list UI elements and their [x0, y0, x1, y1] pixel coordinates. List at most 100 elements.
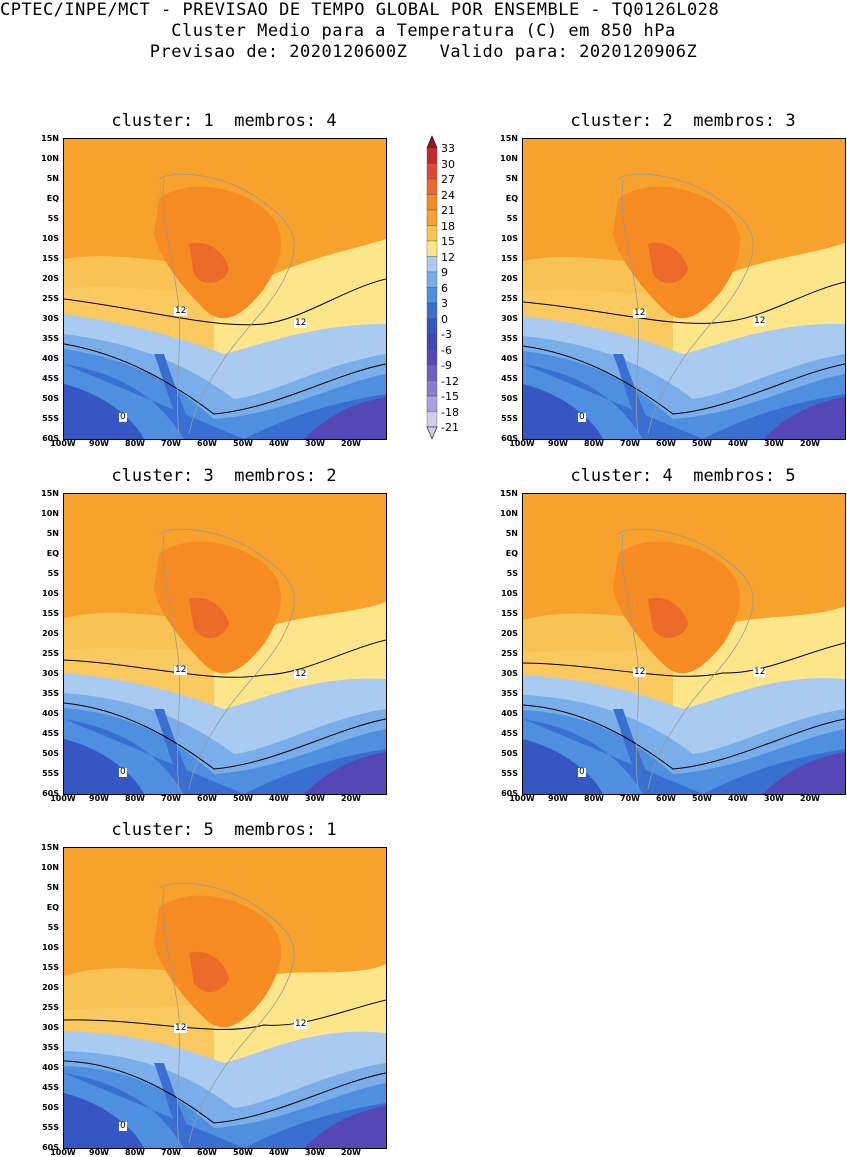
colorbar-swatch [426, 364, 438, 381]
contour-label: 0 [578, 767, 586, 777]
contour-label: 12 [753, 667, 767, 677]
contour-label: 0 [119, 1121, 127, 1131]
lat-tick-label: 5S [47, 214, 59, 223]
lon-tick-label: 60W [197, 439, 217, 448]
lon-tick-label: 90W [89, 794, 109, 803]
lat-tick-label: 35S [42, 689, 59, 698]
map-svg [523, 494, 845, 794]
lon-tick-label: 40W [269, 794, 289, 803]
lon-tick-label: 30W [305, 1148, 325, 1157]
temperature-map: 12 12 0 [63, 138, 387, 440]
lat-tick-label: 15N [500, 489, 518, 498]
lat-tick-label: 25S [42, 1003, 59, 1012]
lat-tick-label: 10S [501, 234, 518, 243]
colorbar-level-label: 27 [441, 173, 455, 186]
lat-tick-label: 50S [501, 394, 518, 403]
lon-tick-label: 30W [305, 794, 325, 803]
lat-tick-label: 55S [42, 1123, 59, 1132]
lat-tick-label: 50S [42, 394, 59, 403]
lat-tick-label: 40S [42, 709, 59, 718]
lon-tick-label: 60W [656, 794, 676, 803]
colorbar-swatch [426, 333, 438, 350]
lat-tick-label: 45S [42, 1083, 59, 1092]
lon-tick-label: 20W [341, 1148, 361, 1157]
lon-tick-label: 90W [548, 439, 568, 448]
lat-tick-label: 60S [42, 789, 59, 798]
contour-label: 12 [633, 308, 647, 318]
contour-label: 0 [578, 412, 586, 422]
contour-label: 12 [753, 316, 767, 326]
lon-tick-label: 80W [584, 439, 604, 448]
contour-label: 12 [174, 1023, 188, 1033]
colorbar-top-arrow [426, 135, 438, 149]
lat-tick-label: 50S [501, 749, 518, 758]
lat-tick-label: 50S [42, 749, 59, 758]
lat-tick-label: 30S [42, 314, 59, 323]
lon-tick-label: 100W [509, 794, 535, 803]
temperature-map: 12 12 0 [63, 493, 387, 795]
lat-tick-label: 60S [42, 434, 59, 443]
lon-tick-label: 70W [161, 1148, 181, 1157]
lon-tick-label: 90W [89, 439, 109, 448]
colorbar-level-label: 0 [441, 312, 448, 326]
lon-tick-label: 20W [341, 439, 361, 448]
header-line-1: CPTEC/INPE/MCT - PREVISAO DE TEMPO GLOBA… [0, 0, 720, 20]
lat-tick-label: 10N [500, 154, 518, 163]
lat-tick-label: 15S [42, 254, 59, 263]
lat-tick-label: 45S [501, 374, 518, 383]
lat-tick-label: 5S [47, 569, 59, 578]
lat-tick-label: 60S [501, 434, 518, 443]
lon-tick-label: 60W [656, 439, 676, 448]
lat-tick-label: 45S [42, 374, 59, 383]
lat-tick-label: 20S [42, 274, 59, 283]
lon-tick-label: 90W [548, 794, 568, 803]
lon-tick-label: 70W [161, 439, 181, 448]
header-line-2: Cluster Medio para a Temperatura (C) em … [171, 21, 676, 41]
lat-tick-label: 10N [41, 154, 59, 163]
lat-tick-label: 5N [505, 529, 518, 538]
lat-tick-label: 10N [41, 863, 59, 872]
map-svg [64, 494, 386, 794]
lon-tick-label: 40W [728, 439, 748, 448]
colorbar-swatch [426, 147, 438, 164]
lon-tick-label: 50W [233, 439, 253, 448]
lat-tick-label: 40S [42, 354, 59, 363]
lat-tick-label: 5S [506, 569, 518, 578]
contour-label: 12 [294, 1019, 308, 1029]
lon-tick-label: 40W [269, 439, 289, 448]
lat-tick-label: 55S [42, 769, 59, 778]
colorbar-level-label: 15 [441, 235, 455, 248]
lat-tick-label: 50S [42, 1103, 59, 1112]
lon-tick-label: 80W [125, 1148, 145, 1157]
lat-tick-label: 10S [42, 943, 59, 952]
lat-tick-label: 40S [42, 1063, 59, 1072]
colorbar-swatch [426, 178, 438, 195]
lat-tick-label: 45S [42, 729, 59, 738]
colorbar-swatch [426, 271, 438, 288]
colorbar-swatch [426, 349, 438, 366]
lon-tick-label: 60W [197, 1148, 217, 1157]
lat-tick-label: 5S [506, 214, 518, 223]
lon-tick-label: 80W [125, 439, 145, 448]
lon-tick-label: 90W [89, 1148, 109, 1157]
colorbar-bottom-arrow [426, 426, 438, 440]
lat-tick-label: 35S [42, 334, 59, 343]
lat-tick-label: 15N [41, 134, 59, 143]
lon-tick-label: 30W [305, 439, 325, 448]
lat-tick-label: 30S [501, 669, 518, 678]
lat-tick-label: 15S [501, 609, 518, 618]
lat-tick-label: 45S [501, 729, 518, 738]
lat-tick-label: 20S [501, 629, 518, 638]
lat-tick-label: 55S [42, 414, 59, 423]
colorbar-level-label: 18 [441, 219, 455, 233]
colorbar-level-label: 9 [441, 266, 448, 279]
lon-tick-label: 80W [125, 794, 145, 803]
lon-tick-label: 100W [509, 439, 535, 448]
lat-tick-label: 15N [41, 489, 59, 498]
colorbar-level-label: 24 [441, 188, 455, 202]
lat-tick-label: 15S [42, 963, 59, 972]
lon-tick-label: 50W [692, 794, 712, 803]
lat-tick-label: EQ [505, 549, 518, 558]
lat-tick-label: 15S [501, 254, 518, 263]
contour-label: 12 [294, 318, 308, 328]
